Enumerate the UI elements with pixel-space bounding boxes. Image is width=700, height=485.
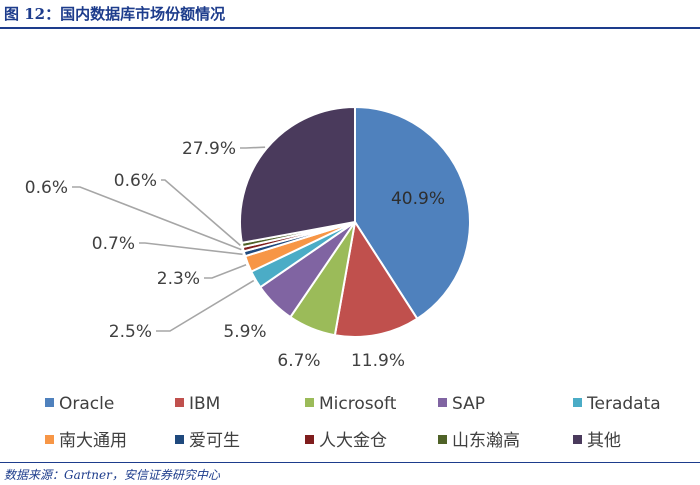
leader-line bbox=[161, 179, 241, 246]
legend-label: 人大金仓 bbox=[319, 431, 387, 451]
legend-label: IBM bbox=[189, 394, 220, 414]
legend-label: 南大通用 bbox=[59, 431, 127, 451]
data-label: 27.9% bbox=[182, 139, 236, 159]
data-label: 0.6% bbox=[25, 178, 68, 198]
pie-slice bbox=[239, 105, 356, 245]
legend-marker bbox=[305, 398, 314, 407]
figure-title: 图 12：国内数据库市场份额情况 bbox=[4, 5, 226, 23]
data-label: 0.7% bbox=[92, 234, 135, 254]
leader-line bbox=[72, 186, 242, 251]
leader-line bbox=[204, 263, 247, 279]
legend-label: Microsoft bbox=[319, 394, 397, 414]
data-label: 2.5% bbox=[109, 322, 152, 342]
legend-marker bbox=[438, 398, 447, 407]
data-label: 40.9% bbox=[391, 189, 445, 209]
legend-label: Oracle bbox=[59, 394, 114, 414]
legend-label: 爱可生 bbox=[189, 431, 240, 451]
legend-marker bbox=[45, 398, 54, 407]
legend-label: 其他 bbox=[587, 431, 621, 451]
data-label: 11.9% bbox=[351, 351, 405, 371]
legend-label: Teradata bbox=[586, 394, 661, 414]
legend-marker bbox=[175, 398, 184, 407]
leader-line bbox=[156, 279, 255, 332]
footer-rule bbox=[0, 462, 700, 463]
data-label: 2.3% bbox=[157, 269, 200, 289]
legend-marker bbox=[573, 435, 582, 444]
pie-slice bbox=[333, 219, 419, 338]
data-label: 0.6% bbox=[114, 171, 157, 191]
legend-marker bbox=[175, 435, 184, 444]
legend-marker bbox=[573, 398, 582, 407]
legend-label: 山东瀚高 bbox=[452, 431, 520, 451]
legend-marker bbox=[305, 435, 314, 444]
leader-line bbox=[240, 146, 266, 149]
legend-marker bbox=[45, 435, 54, 444]
legend-marker bbox=[438, 435, 447, 444]
source-note: 数据来源：Gartner，安信证券研究中心 bbox=[4, 468, 220, 482]
legend-label: SAP bbox=[452, 394, 485, 414]
pie-chart: 40.9% 11.9% 6.7% 5.9% 2.5% 2.3% 0.7% 0.6% 0.6% 27… bbox=[25, 105, 661, 451]
data-label: 6.7% bbox=[277, 351, 320, 371]
title-rule bbox=[0, 27, 700, 29]
data-label: 5.9% bbox=[223, 322, 266, 342]
leader-line bbox=[139, 242, 243, 256]
